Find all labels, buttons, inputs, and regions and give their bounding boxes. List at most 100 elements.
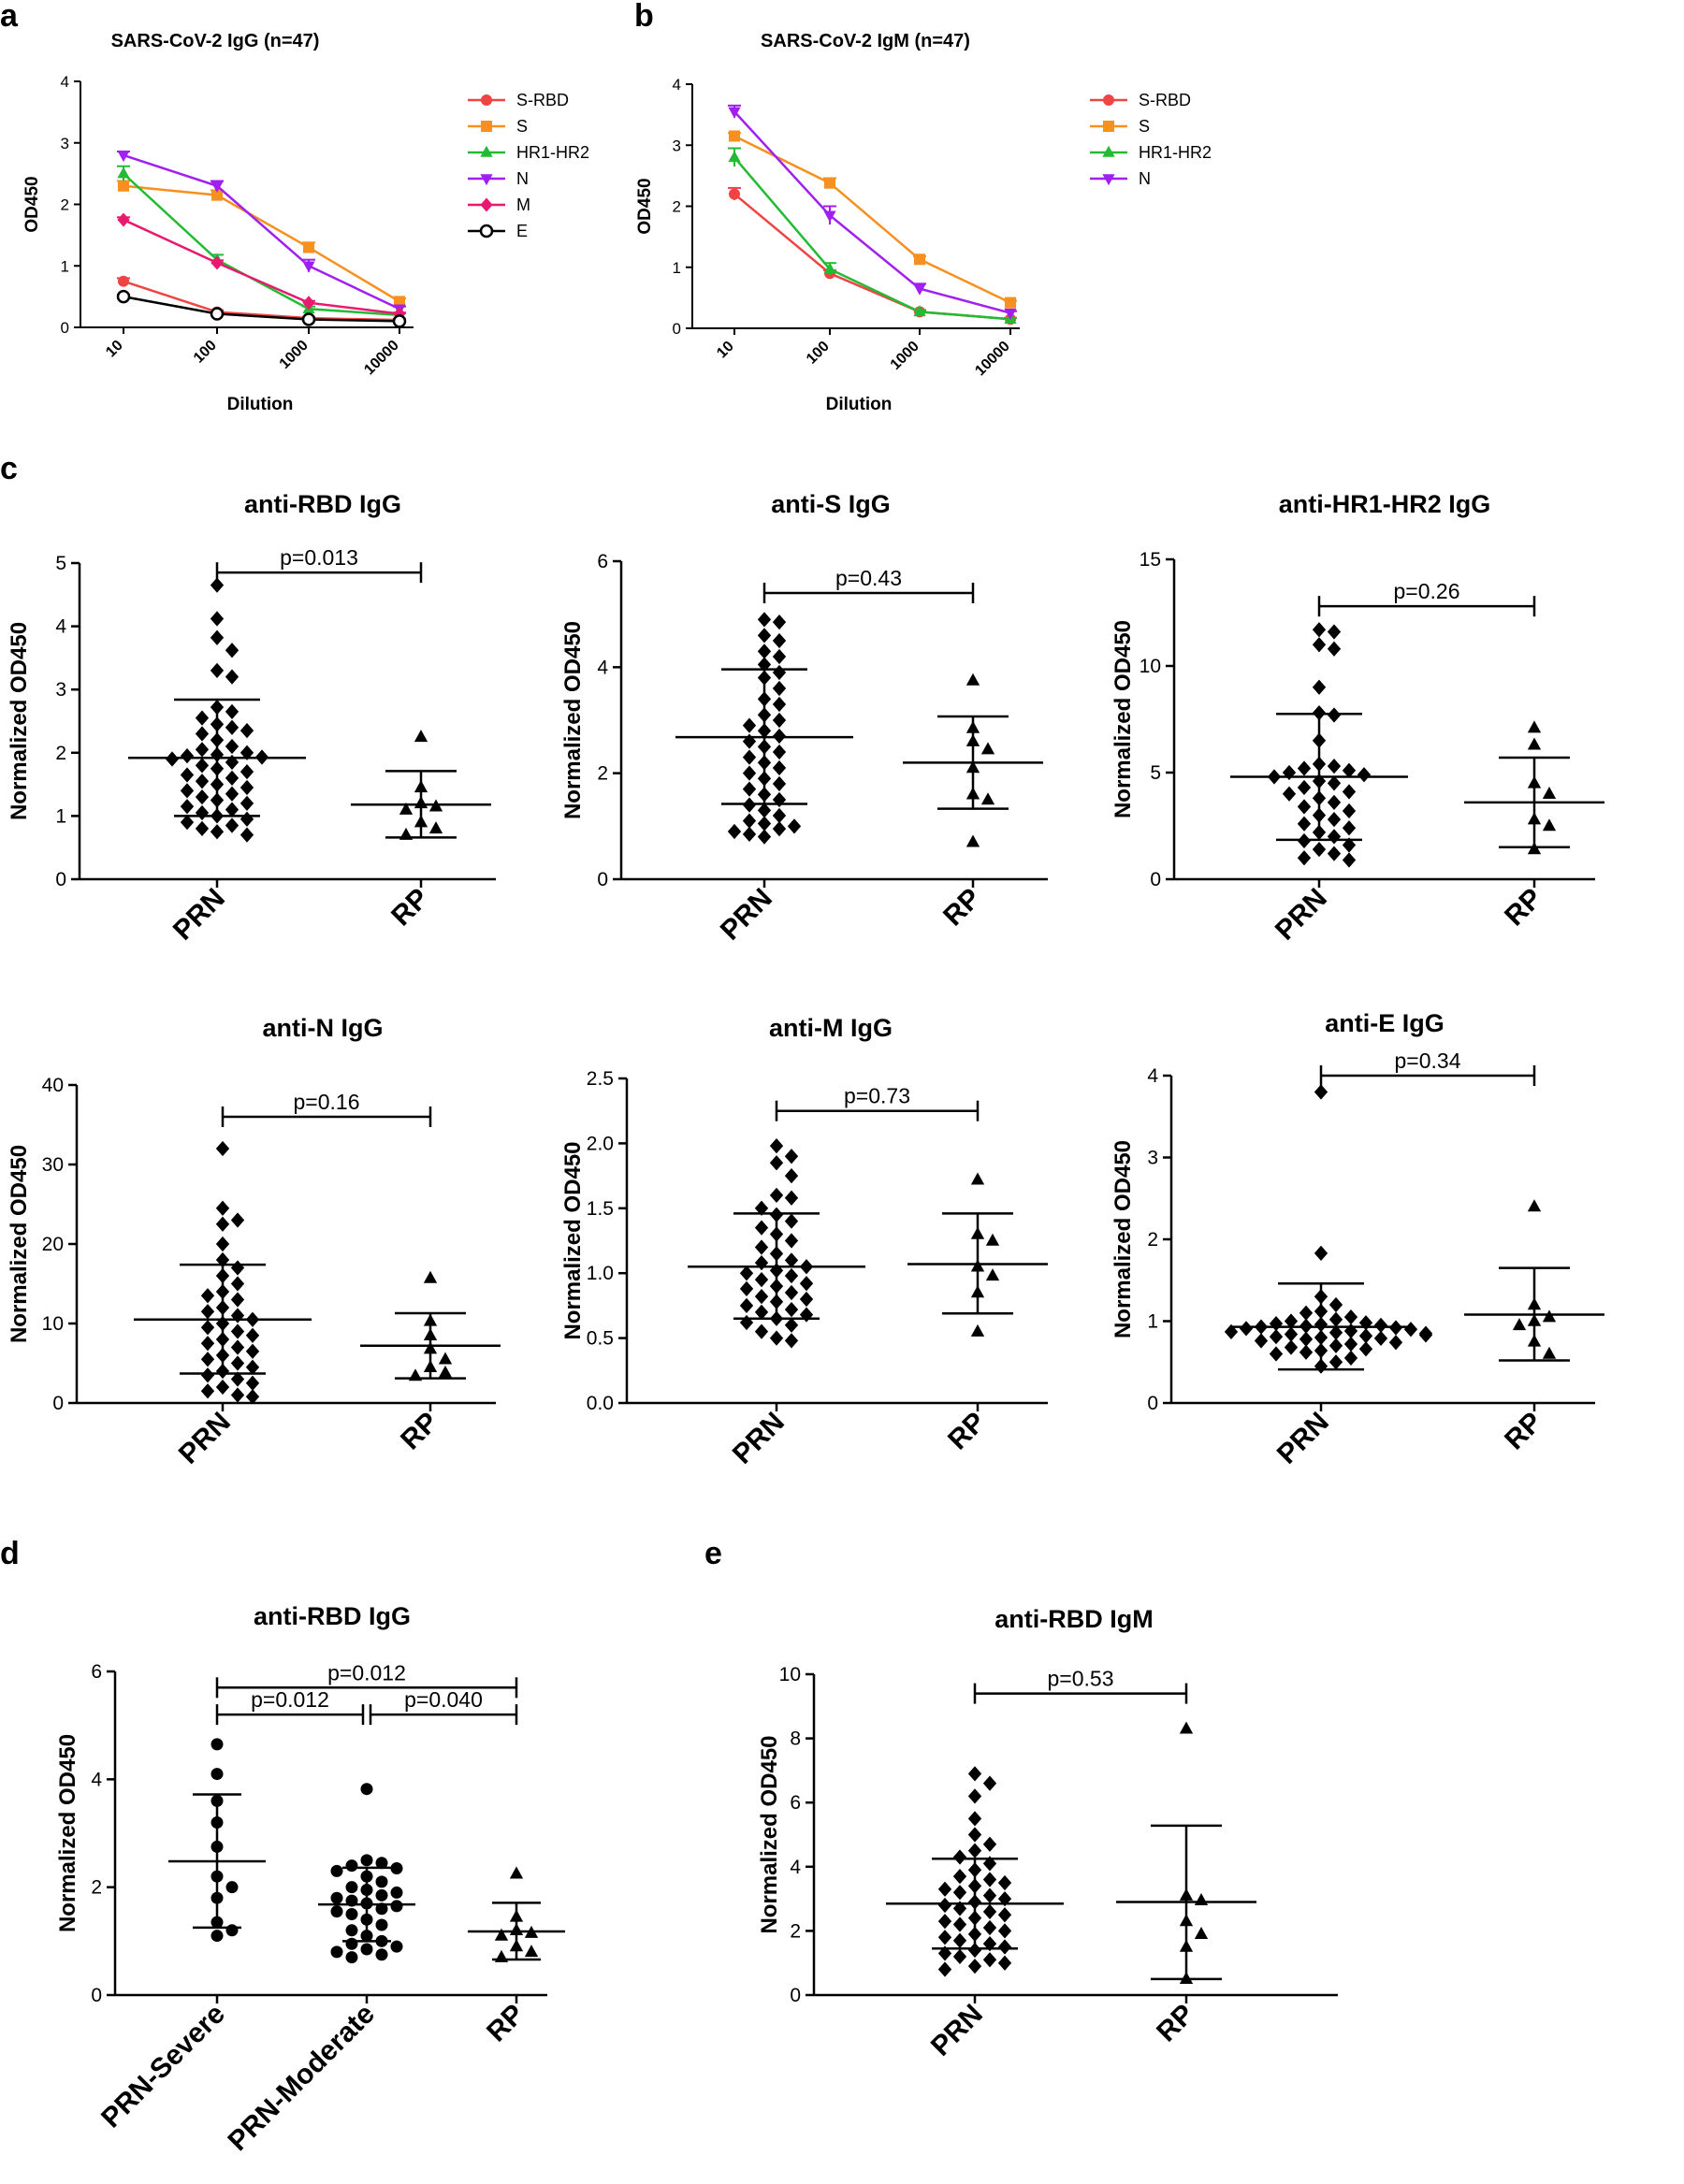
y-tick-label: 2	[61, 196, 69, 214]
data-point	[375, 1918, 388, 1931]
x-tick-label: PRN-Moderate	[222, 1999, 380, 2157]
panel-c2: anti-S IgG 0 2 4 6 Normalized OD450 PRN RP p=0.4…	[560, 490, 1048, 947]
data-point	[742, 717, 757, 733]
panel-b: b SARS-CoV-2 IgM (n=47) 0 1 2 3 4 10 100 1000 1000…	[634, 0, 1212, 414]
x-tick-label: PRN	[1271, 1407, 1335, 1470]
data-point	[757, 816, 772, 832]
legend-marker	[479, 224, 494, 239]
data-point	[1269, 1316, 1284, 1332]
data-point	[200, 1304, 215, 1320]
data-point	[997, 1955, 1012, 1971]
chart-title: anti-HR1-HR2 IgG	[1279, 490, 1491, 518]
y-tick-label: 2	[673, 198, 681, 216]
chart-title: anti-RBD IgM	[994, 1605, 1153, 1633]
x-tick-label: 10000	[361, 338, 402, 379]
data-point	[180, 799, 195, 815]
data-point	[345, 1924, 358, 1937]
data-point	[1357, 767, 1372, 783]
data-point	[754, 1239, 769, 1255]
data-point	[1343, 1309, 1358, 1325]
data-point	[1312, 637, 1327, 653]
data-point	[769, 1155, 784, 1171]
y-tick-label: 5	[1150, 762, 1161, 784]
series-M	[117, 212, 406, 322]
data-point	[997, 1939, 1012, 1955]
data-point	[210, 629, 225, 645]
data-point	[1312, 841, 1327, 858]
data-point	[1194, 1927, 1209, 1940]
data-point	[772, 821, 787, 837]
data-point	[980, 742, 995, 755]
data-point	[739, 1266, 754, 1281]
data-point	[784, 1284, 799, 1301]
data-point	[937, 1897, 952, 1914]
legend-item: S-RBD	[468, 91, 569, 109]
x-tick-label: 10	[103, 338, 126, 361]
data-point	[913, 283, 926, 296]
y-tick-label: 0	[1147, 1393, 1158, 1414]
p-value-label: p=0.013	[280, 545, 358, 570]
data-point	[1327, 641, 1342, 657]
data-point	[997, 1907, 1012, 1923]
data-point	[345, 1908, 358, 1920]
group-PRN	[128, 577, 306, 843]
x-tick-label: RP	[481, 1999, 530, 2048]
data-point	[1358, 1328, 1373, 1344]
y-tick-label: 0	[91, 1985, 102, 2006]
series-N	[728, 104, 1017, 320]
data-point	[784, 1252, 799, 1268]
chart-title: anti-E IgG	[1325, 1009, 1444, 1037]
data-point	[784, 1267, 799, 1284]
data-point	[230, 1292, 245, 1308]
legend-item: S	[468, 117, 528, 136]
data-point	[769, 1330, 784, 1346]
data-point	[225, 786, 240, 802]
y-tick-label: 0	[61, 319, 69, 337]
y-tick-label: 1	[61, 257, 69, 275]
data-point	[757, 612, 772, 628]
data-point	[739, 1297, 754, 1314]
group-PRN-Moderate	[318, 1783, 415, 1964]
data-point	[1512, 1318, 1527, 1331]
series-line	[123, 172, 400, 317]
data-point	[1297, 816, 1312, 832]
data-point	[1418, 1327, 1433, 1343]
data-point	[225, 738, 240, 755]
data-point	[225, 643, 240, 658]
legend-item: S-RBD	[1090, 91, 1191, 109]
data-point	[1342, 762, 1357, 778]
group-PRN	[1224, 1084, 1433, 1374]
data-point	[739, 1280, 754, 1296]
y-tick-label: 2	[790, 1920, 801, 1942]
data-point	[200, 1288, 215, 1304]
data-point	[1342, 837, 1357, 853]
data-point	[967, 1811, 982, 1827]
data-point	[1327, 794, 1342, 811]
y-axis-label: Normalized OD450	[1111, 1140, 1136, 1338]
group-RP	[903, 673, 1043, 847]
data-point	[438, 1352, 453, 1365]
data-point	[240, 723, 254, 739]
significance-bracket: p=0.26	[1317, 579, 1536, 617]
data-point	[967, 1843, 982, 1859]
data-point	[225, 719, 240, 735]
data-point	[345, 1859, 358, 1873]
data-point	[390, 1940, 403, 1953]
data-point	[230, 1260, 245, 1276]
y-tick-label: 30	[42, 1154, 64, 1176]
panel-c1: c anti-RBD IgG 0 1 2 3 4 5 Normalized OD450 PRN RP…	[0, 451, 496, 947]
data-point	[200, 1367, 215, 1383]
y-tick-label: 4	[1147, 1065, 1158, 1087]
data-point	[784, 1333, 799, 1349]
data-point	[1328, 1338, 1343, 1353]
data-point	[345, 1951, 358, 1964]
x-tick-label: RP	[395, 1407, 444, 1456]
data-point	[754, 1220, 769, 1236]
data-point	[360, 1783, 373, 1796]
y-tick-label: 0	[1150, 869, 1161, 890]
data-point	[225, 817, 240, 833]
data-point	[1327, 624, 1342, 640]
group-RP	[1116, 1721, 1256, 1985]
group-PRN-Severe	[168, 1738, 266, 1943]
panel-letter: a	[0, 0, 19, 34]
